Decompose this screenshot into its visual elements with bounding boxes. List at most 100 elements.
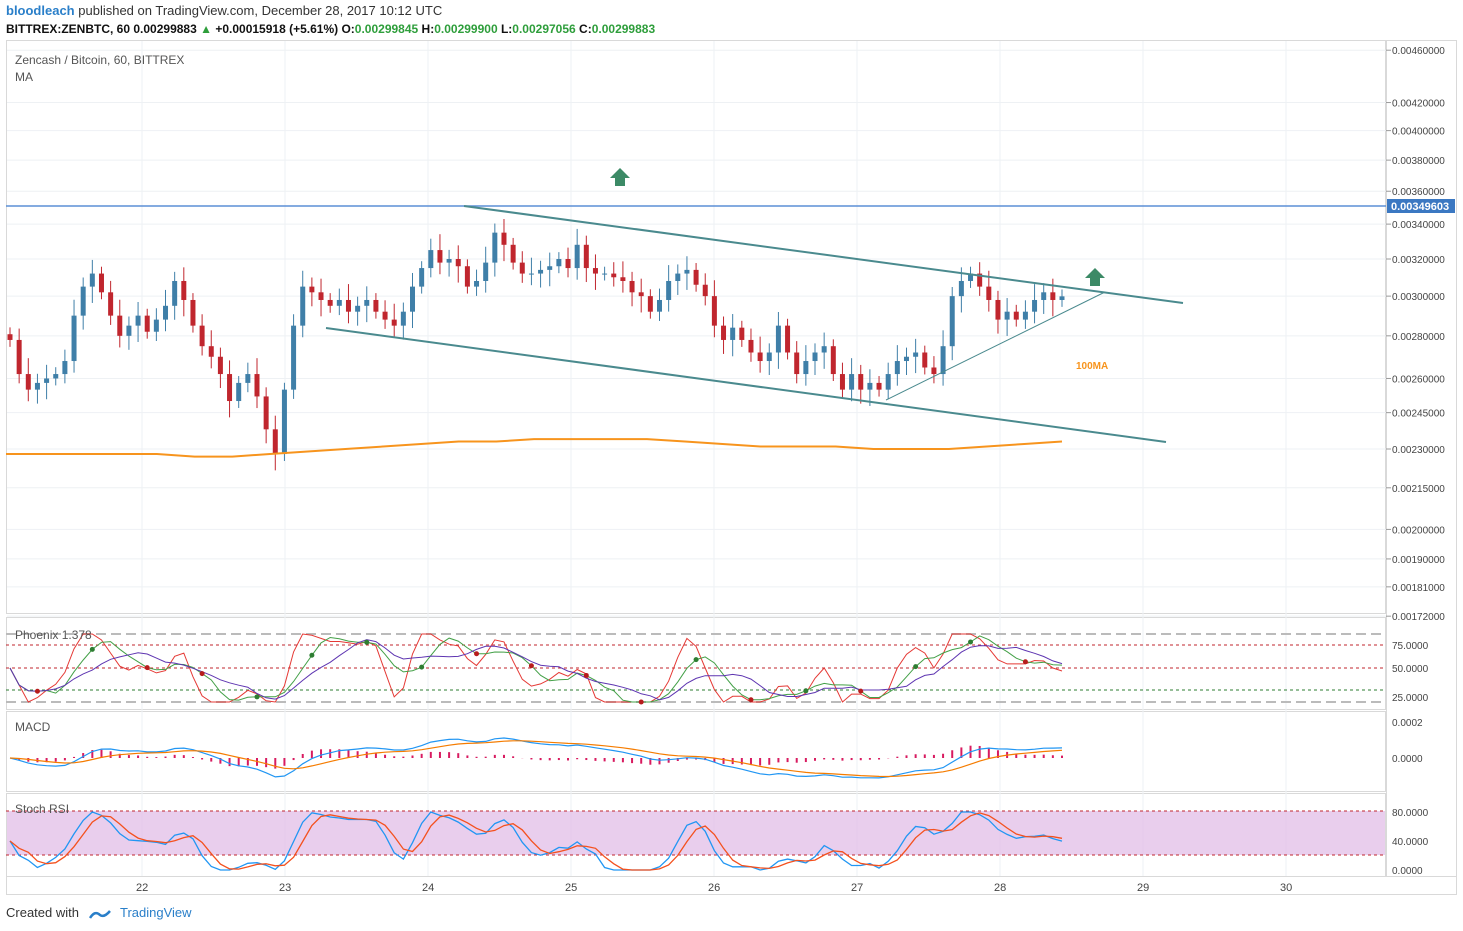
up-arrow-icon [1085,268,1105,286]
candle-body [309,286,315,293]
macd-panel[interactable] [6,711,1386,792]
candle-body [208,346,214,357]
chart-title: Zencash / Bitcoin, 60, BITTREX [15,53,184,67]
price-tick-label: 0.00400000 [1392,127,1445,138]
channel-lower-line[interactable] [325,327,1167,443]
candle-body [620,277,626,281]
stoch-d-line [9,812,1063,871]
candle-body [794,352,800,375]
high-label: H: [421,22,435,36]
candle-body [602,273,608,275]
price-tick-label: 0.00172000 [1392,612,1445,623]
price-tick-label: 0.00360000 [1392,187,1445,198]
ma-100-line[interactable] [6,438,1063,458]
price-tick-label: 0.00320000 [1392,255,1445,266]
chart-area[interactable]: 0.00460000 0.00420000 0.00400000 0.00380000… [0,40,1463,905]
phoenix-signal-dot [528,663,534,669]
phoenix-signal-dot [419,664,425,670]
chart-svg[interactable]: 0.00460000 0.00420000 0.00400000 0.00380000… [0,40,1463,900]
phoenix-signal-dot [474,651,480,657]
main-panel[interactable] [6,40,1386,614]
price-tick-label: 0.00200000 [1392,525,1445,536]
symbol-label: BITTREX:ZENBTC, 60 [6,22,131,36]
ma-100-annotation: 100MA [1076,361,1108,372]
phoenix-panel[interactable] [6,617,1386,710]
candle-body [785,325,791,353]
candle-body [968,273,974,281]
price-tick-label: 0.00300000 [1392,292,1445,303]
author-link[interactable]: bloodleach [6,3,75,18]
candle-body [611,273,617,278]
candle-body [80,286,86,316]
candle-body [821,346,827,353]
candle-body [684,269,690,274]
indicator-tick-label: 0.0000 [1392,866,1423,877]
candle-body [931,367,937,375]
candle-body [638,292,644,297]
candle-body [318,292,324,300]
phoenix-signal-dot [638,699,644,705]
macd-title[interactable]: MACD [15,720,51,734]
candle-body [373,299,379,312]
candle-body [98,273,104,293]
candle-body [199,325,205,347]
price-tick-label: 0.00340000 [1392,220,1445,231]
candle-body [281,389,287,455]
ma-indicator-label[interactable]: MA [15,70,33,84]
phoenix-signal-dot [748,697,754,703]
candle-body [272,429,278,455]
candle-body [812,352,818,362]
candle-body [300,286,306,326]
phoenix-signal-dot [254,694,260,700]
channel-upper-line[interactable] [463,205,1184,304]
phoenix-title[interactable]: Phoenix 1.378 [15,628,92,642]
candle-body [446,259,452,263]
candle-body [1004,311,1010,320]
time-axis[interactable] [6,876,1457,895]
candle-body [1041,292,1047,300]
indicator-tick-label: 80.0000 [1392,808,1429,819]
candle-body [757,352,763,362]
phoenix-signal-dot [34,688,40,694]
phoenix-signal-dot [858,688,864,694]
candle-body [592,268,598,274]
triangle-support-line[interactable] [885,291,1106,401]
candle-body [721,325,727,340]
phoenix-signal-dot [968,639,974,645]
price-axis[interactable] [1386,40,1457,877]
stoch-lines [9,811,1063,871]
price-tick-label: 0.00230000 [1392,445,1445,456]
candle-body [7,334,13,340]
candle-body [410,286,416,312]
candle-body [1032,299,1038,312]
candlesticks [7,218,1065,471]
candle-body [62,361,68,375]
time-tick-label: 23 [279,882,291,894]
candle-body [565,259,571,269]
publish-info: published on TradingView.com, December 2… [78,3,443,18]
candle-body [153,319,159,332]
candle-body [940,346,946,375]
stoch-band [7,811,1385,855]
candle-body [1013,311,1019,320]
price-tick-label: 0.00380000 [1392,156,1445,167]
phoenix-signal-dot [199,671,205,677]
candle-body [958,280,964,297]
phoenix-line [9,635,1063,703]
time-tick-label: 27 [851,882,863,894]
tradingview-link[interactable]: TradingView [120,905,192,920]
candle-body [364,299,370,306]
candle-body [839,374,845,390]
price-tick-label: 0.00260000 [1392,374,1445,385]
time-tick-label: 22 [136,882,148,894]
candle-body [766,352,772,362]
candle-body [702,284,708,297]
candle-body [867,382,873,390]
candle-body [227,374,233,402]
candle-body [510,244,516,263]
stoch-title[interactable]: Stoch RSI [15,802,69,816]
footer: Created with TradingView [6,905,192,920]
candle-body [245,374,251,383]
indicator-tick-label: 50.0000 [1392,664,1429,675]
time-tick-label: 30 [1280,882,1292,894]
